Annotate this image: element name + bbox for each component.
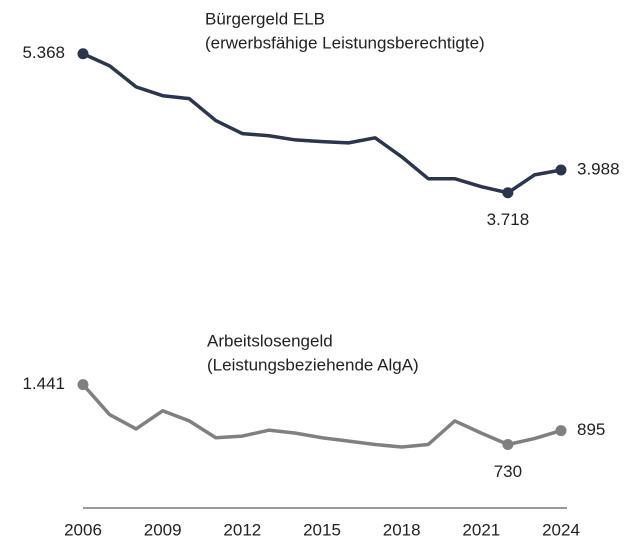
series-name: Bürgergeld ELB <box>205 9 325 28</box>
data-label: 3.718 <box>487 210 530 229</box>
data-label: 895 <box>577 420 605 439</box>
series-line <box>82 52 562 195</box>
x-tick-label: 2009 <box>144 520 182 539</box>
data-label: 5.368 <box>22 43 65 62</box>
data-point <box>555 164 567 176</box>
data-point <box>502 438 514 450</box>
series-line <box>81 383 562 449</box>
x-tick-label: 2006 <box>64 520 102 539</box>
series-name: (Leistungsbeziehende AlgA) <box>207 355 419 374</box>
x-tick-label: 2012 <box>223 520 261 539</box>
data-point <box>77 48 89 60</box>
data-label: 730 <box>494 462 522 481</box>
series-name: Arbeitslosengeld <box>207 331 333 350</box>
data-point <box>502 187 514 199</box>
series-name: (erwerbsfähige Leistungsberechtigte) <box>205 33 485 52</box>
data-point <box>77 379 89 391</box>
x-tick-label: 2021 <box>462 520 500 539</box>
x-tick-label: 2015 <box>303 520 341 539</box>
x-tick-label: 2024 <box>542 520 580 539</box>
data-label: 3.988 <box>577 159 620 178</box>
data-point <box>555 425 567 437</box>
data-label: 1.441 <box>22 374 65 393</box>
x-tick-label: 2018 <box>383 520 421 539</box>
